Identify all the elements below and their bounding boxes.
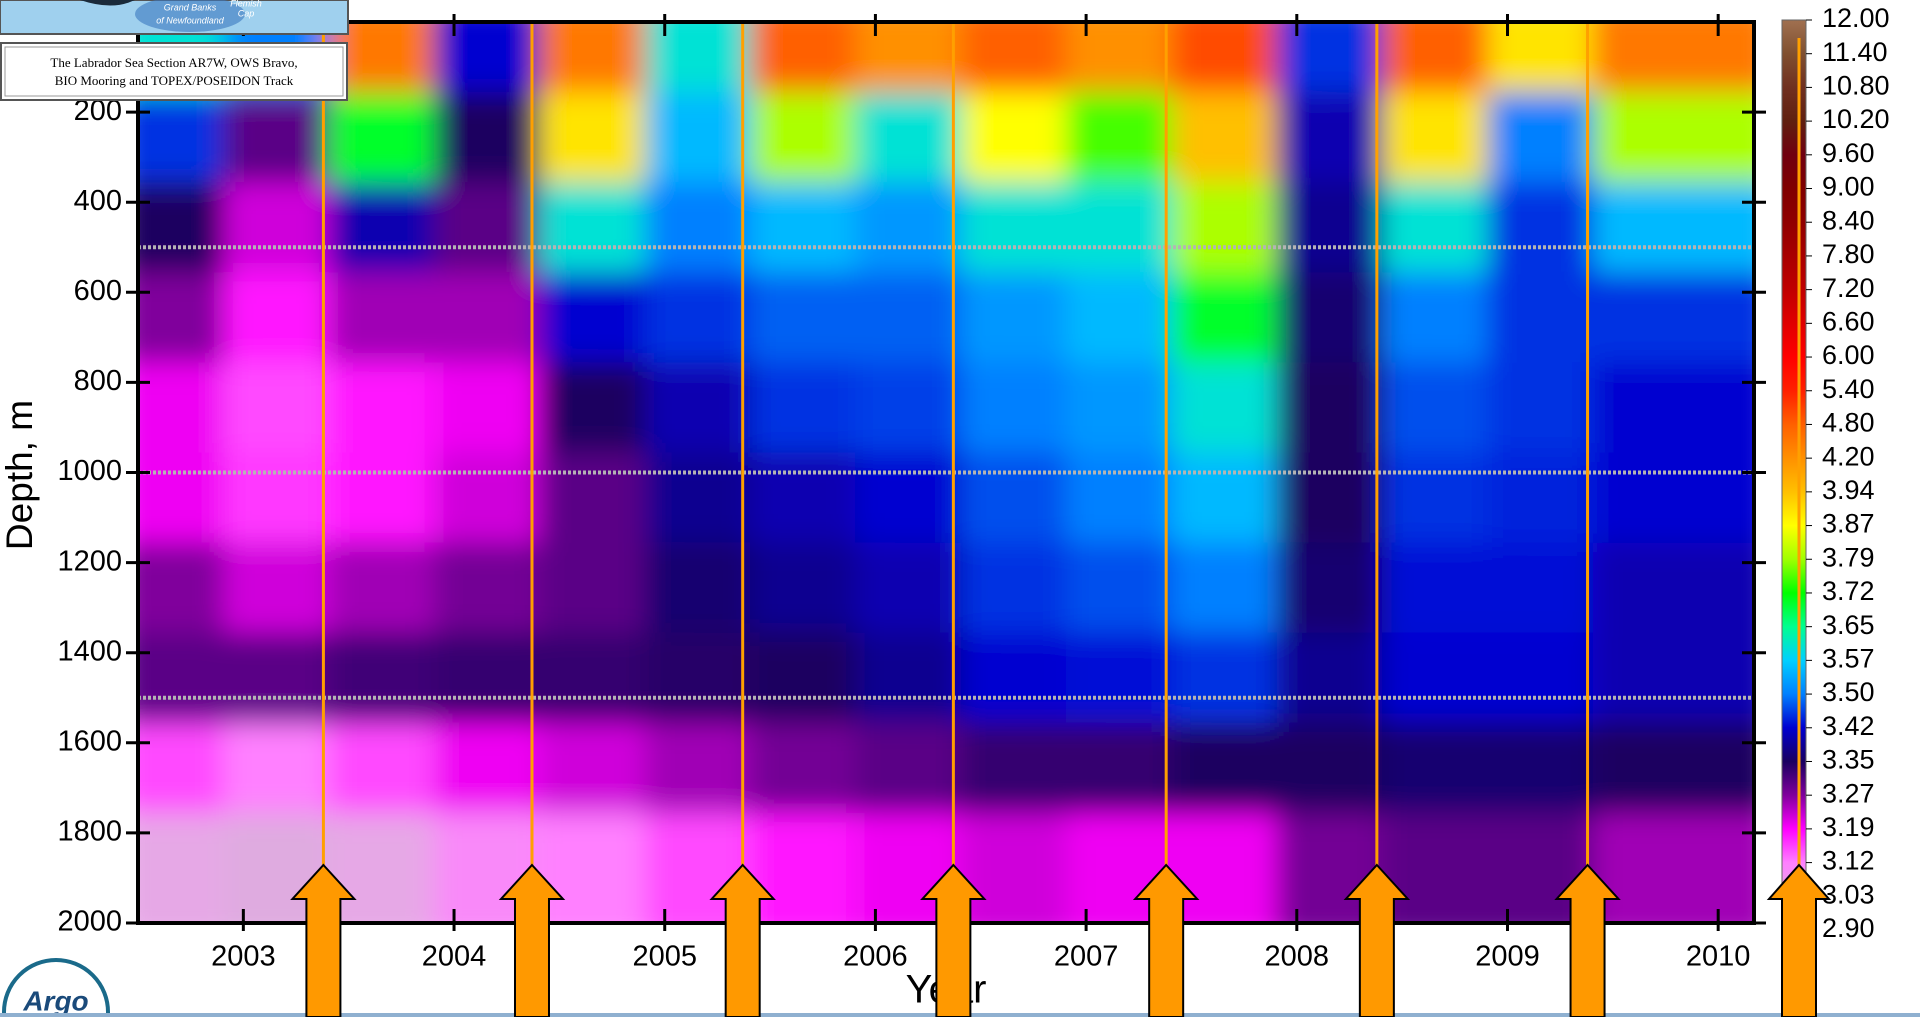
colorbar-label: 4.80 [1822, 408, 1875, 438]
y-tick-label: 600 [74, 275, 122, 307]
y-tick-label: 1600 [57, 725, 122, 757]
x-tick-label: 2005 [632, 941, 697, 973]
y-tick-label: 1800 [57, 816, 122, 848]
y-tick-label: 1000 [57, 455, 122, 487]
colorbar-label: 9.60 [1822, 138, 1875, 168]
x-tick-label: 2009 [1475, 941, 1540, 973]
colorbar-label: 3.03 [1822, 879, 1875, 909]
y-tick-label: 1200 [57, 545, 122, 577]
survey-arrow [1132, 863, 1200, 1017]
survey-arrow [920, 863, 987, 1017]
x-tick-label: 2008 [1265, 941, 1330, 973]
logo-text: Argo [22, 985, 88, 1016]
colorbar-label: 3.50 [1822, 677, 1875, 707]
colorbar-label: 2.90 [1822, 913, 1875, 943]
caption-inner [4, 46, 344, 97]
colorbar-label: 12.00 [1822, 3, 1890, 33]
colorbar-label: 3.27 [1822, 778, 1875, 808]
inset-land [0, 0, 135, 6]
colorbar-label: 3.65 [1822, 610, 1875, 640]
logo-ring [2, 958, 110, 1017]
survey-arrow [498, 863, 566, 1017]
survey-arrow [290, 863, 357, 1017]
colorbar-label: 10.80 [1822, 71, 1890, 101]
survey-arrow [709, 863, 776, 1017]
colorbar-label: 3.57 [1822, 643, 1875, 673]
colorbar-label: 3.94 [1822, 475, 1875, 505]
caption-box [0, 42, 348, 101]
colorbar-label: 4.20 [1822, 441, 1875, 471]
survey-arrow [1554, 863, 1621, 1017]
colorbar-label: 10.20 [1822, 104, 1890, 134]
x-tick-label: 2006 [843, 941, 908, 973]
y-tick-label: 1400 [57, 635, 122, 667]
y-axis-label: Depth, m [0, 400, 40, 550]
colorbar-label: 3.35 [1822, 745, 1875, 775]
x-tick-label: 2010 [1686, 941, 1751, 973]
caption-line: BIO Mooring and TOPEX/POSEIDON Track [55, 73, 294, 88]
survey-arrow [1343, 863, 1411, 1017]
colorbar-label: 3.12 [1822, 846, 1875, 876]
colorbar-label: 11.40 [1822, 37, 1888, 67]
colorbar-label: 3.87 [1822, 509, 1875, 539]
colorbar-label: 3.79 [1822, 542, 1875, 572]
y-tick-label: 2000 [57, 906, 122, 938]
colorbar-arrow [1766, 863, 1832, 1017]
colorbar-label: 6.60 [1822, 306, 1875, 336]
colorbar-label: 5.40 [1822, 374, 1875, 404]
colorbar-label: 3.42 [1822, 711, 1875, 741]
map-label: Flemish [230, 0, 262, 8]
colorbar-label: 7.80 [1822, 239, 1875, 269]
colorbar: 2.90 3.033.12 3.19 3.273.35 3.42 3.50 3.573.65… [1781, 3, 1890, 943]
y-tick-label: 400 [74, 185, 122, 217]
x-tick-label: 2003 [211, 941, 276, 973]
inset-shelf [135, 0, 245, 32]
x-tick-label: 2004 [422, 941, 487, 973]
colorbar-label: 9.00 [1822, 172, 1875, 202]
arrows [290, 863, 1621, 1017]
axes: 2004006008001000120014001600180020002003… [57, 14, 1766, 973]
argo-logo: Argo [2, 958, 110, 1017]
map-label: of Newfoundland [156, 15, 225, 25]
map-label: Grand Banks [164, 2, 217, 12]
colorbar-label: 7.20 [1822, 273, 1875, 303]
overlays [138, 22, 1754, 923]
y-tick-label: 800 [74, 365, 122, 397]
caption-line: The Labrador Sea Section AR7W, OWS Bravo… [50, 55, 297, 70]
colorbar-scale [1781, 19, 1807, 931]
colorbar-label: 3.72 [1822, 576, 1875, 606]
colorbar-label: 3.19 [1822, 812, 1875, 842]
inset: Grand Banks of Newfoundland Flemish Cap … [0, 0, 349, 101]
map-label: Cap [238, 8, 255, 18]
colorbar-label: 8.40 [1822, 205, 1875, 235]
heat-cell [1592, 812, 1754, 923]
colorbar-label: 6.00 [1822, 340, 1875, 370]
x-tick-label: 2007 [1054, 941, 1119, 973]
